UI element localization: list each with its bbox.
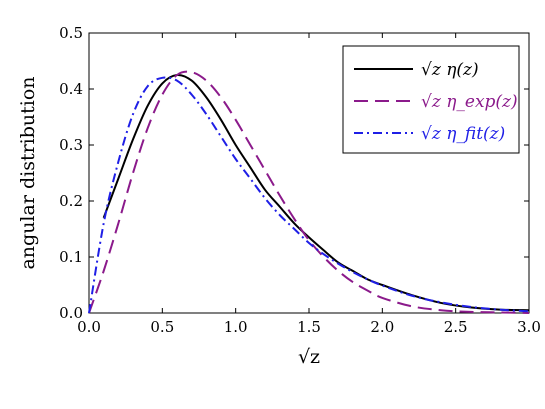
y-tick-label: 0.3 — [59, 136, 83, 154]
series-layer — [88, 70, 530, 314]
legend-box — [342, 45, 520, 154]
x-tick-label: 1.0 — [224, 318, 248, 336]
x-tick-label: 2.5 — [444, 318, 468, 336]
legend-label-1: √z η(z) — [421, 60, 479, 80]
x-tick-label: 2.0 — [370, 318, 394, 336]
y-axis-title: angular distribution — [17, 76, 39, 269]
y-axis-ticks: 0.0 0.1 0.2 0.3 0.4 0.5 — [59, 24, 529, 322]
x-axis-title: √z — [298, 346, 320, 368]
y-tick-label: 0.1 — [59, 248, 83, 266]
x-tick-label: 0.0 — [77, 318, 101, 336]
y-tick-label: 0.2 — [59, 192, 83, 210]
y-tick-label: 0.5 — [59, 24, 83, 42]
y-tick-label: 0.4 — [59, 80, 83, 98]
x-tick-label: 0.5 — [150, 318, 174, 336]
legend-label-3: √z η_fit(z) — [421, 124, 505, 144]
x-tick-label: 1.5 — [297, 318, 321, 336]
legend-label-2: √z η_exp(z) — [421, 92, 518, 112]
x-axis-ticks: 0.0 0.5 1.0 1.5 2.0 2.5 3.0 — [77, 33, 541, 336]
series-line-3 — [88, 76, 530, 314]
y-tick-label: 0.0 — [59, 304, 83, 322]
legend: √z η(z) √z η_exp(z) √z η_fit(z) — [342, 45, 520, 154]
x-tick-label: 3.0 — [517, 318, 541, 336]
series-line-2 — [88, 70, 530, 314]
